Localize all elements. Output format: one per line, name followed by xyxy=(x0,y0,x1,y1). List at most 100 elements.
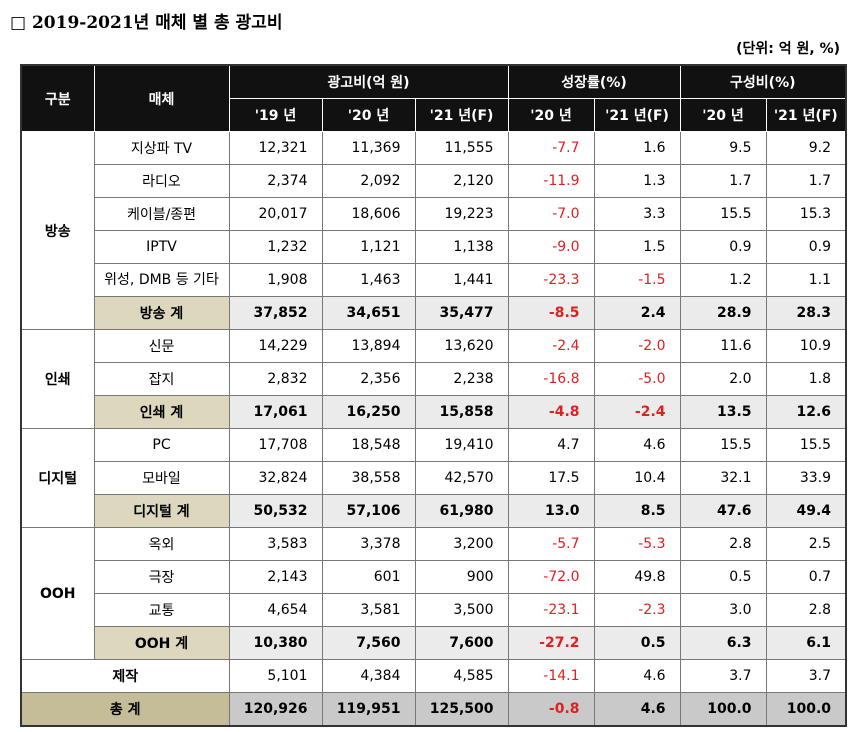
value-cell: 1.7 xyxy=(765,164,847,198)
value-cell: 14,229 xyxy=(228,329,323,363)
media-cell: 잡지 xyxy=(93,362,230,396)
data-row: 케이블/종편 20,017 18,606 19,223 -7.0 3.3 15.5 15.3 xyxy=(21,197,847,231)
value-cell: 1.1 xyxy=(765,263,847,297)
value-cell: -16.8 xyxy=(507,362,595,396)
value-cell: 12.6 xyxy=(765,395,847,429)
header-row: '19 년 '20 년 '21 년(F) '20 년 '21 년(F) '20 년 '21 … xyxy=(21,98,847,132)
unit-note: (단위: 억 원, %) xyxy=(736,41,840,57)
value-cell: -2.4 xyxy=(593,395,681,429)
value-cell: 5,101 xyxy=(228,659,323,693)
header-row: 구분 매체 광고비(억 원) 성장률(%) 구성비(%) xyxy=(20,64,847,132)
media-cell: 옥외 xyxy=(93,527,230,561)
header-cell: 매체 xyxy=(93,64,230,132)
subtotal-label: 방송 계 xyxy=(93,296,230,330)
value-cell: 18,606 xyxy=(321,197,416,231)
subtotal-label: OOH 계 xyxy=(93,626,230,660)
value-cell: -2.0 xyxy=(593,329,681,363)
value-cell: 32,824 xyxy=(228,461,323,495)
header-cell: 광고비(억 원) xyxy=(228,64,509,99)
value-cell: 34,651 xyxy=(321,296,416,330)
value-cell: -8.5 xyxy=(507,296,595,330)
value-cell: 4,654 xyxy=(228,593,323,627)
value-cell: 32.1 xyxy=(679,461,767,495)
value-cell: 15.5 xyxy=(679,197,767,231)
header-cell: '20 년 xyxy=(507,98,595,132)
value-cell: 2.0 xyxy=(679,362,767,396)
header-cell: 구분 xyxy=(20,64,95,132)
value-cell: 15.3 xyxy=(765,197,847,231)
value-cell: 3,200 xyxy=(414,527,509,561)
media-cell: 제작 xyxy=(20,659,230,693)
value-cell: 0.9 xyxy=(765,230,847,264)
value-cell: 3.3 xyxy=(593,197,681,231)
group-cell: OOH xyxy=(20,527,95,660)
value-cell: -2.4 xyxy=(507,329,595,363)
value-cell: -23.1 xyxy=(507,593,595,627)
value-cell: 10.4 xyxy=(593,461,681,495)
value-cell: 2,092 xyxy=(321,164,416,198)
subtotal-row: OOH 계 10,380 7,560 7,600 -27.2 0.5 6.3 6.1 xyxy=(21,626,847,660)
data-row: 교통 4,654 3,581 3,500 -23.1 -2.3 3.0 2.8 xyxy=(21,593,847,627)
value-cell: 4.6 xyxy=(593,692,681,727)
title: □ 2019-2021년 매체 별 총 광고비 xyxy=(10,13,283,33)
media-cell: 교통 xyxy=(93,593,230,627)
value-cell: 50,532 xyxy=(228,494,323,528)
value-cell: 9.5 xyxy=(679,131,767,165)
subtotal-row: 인쇄 계 17,061 16,250 15,858 -4.8 -2.4 13.5 12.6 xyxy=(21,395,847,429)
value-cell: 100.0 xyxy=(679,692,767,727)
value-cell: 11,555 xyxy=(414,131,509,165)
subtotal-row: 디지털 계 50,532 57,106 61,980 13.0 8.5 47.6 49.4 xyxy=(21,494,847,528)
value-cell: 2.5 xyxy=(765,527,847,561)
value-cell: 9.2 xyxy=(765,131,847,165)
value-cell: 1.6 xyxy=(593,131,681,165)
value-cell: 1,908 xyxy=(228,263,323,297)
value-cell: 17.5 xyxy=(507,461,595,495)
header-cell: 구성비(%) xyxy=(679,64,847,99)
value-cell: 100.0 xyxy=(765,692,847,727)
value-cell: 42,570 xyxy=(414,461,509,495)
value-cell: 28.9 xyxy=(679,296,767,330)
subtotal-label: 인쇄 계 xyxy=(93,395,230,429)
value-cell: 49.4 xyxy=(765,494,847,528)
value-cell: 3.7 xyxy=(765,659,847,693)
data-row: 디지털 PC 17,708 18,548 19,410 4.7 4.6 15.5 15.5 xyxy=(20,428,847,528)
data-row: 극장 2,143 601 900 -72.0 49.8 0.5 0.7 xyxy=(21,560,847,594)
value-cell: 2,832 xyxy=(228,362,323,396)
value-cell: 15.5 xyxy=(679,428,767,462)
value-cell: 33.9 xyxy=(765,461,847,495)
value-cell: 17,061 xyxy=(228,395,323,429)
value-cell: -11.9 xyxy=(507,164,595,198)
value-cell: 2,120 xyxy=(414,164,509,198)
value-cell: 2,143 xyxy=(228,560,323,594)
value-cell: 4.6 xyxy=(593,659,681,693)
data-row: 잡지 2,832 2,356 2,238 -16.8 -5.0 2.0 1.8 xyxy=(21,362,847,396)
value-cell: 47.6 xyxy=(679,494,767,528)
header-cell: '19 년 xyxy=(228,98,323,132)
value-cell: 13.0 xyxy=(507,494,595,528)
value-cell: 119,951 xyxy=(321,692,416,727)
value-cell: -1.5 xyxy=(593,263,681,297)
value-cell: 6.1 xyxy=(765,626,847,660)
total-row: 총 계 120,926 119,951 125,500 -0.8 4.6 100.0 100.… xyxy=(20,692,847,727)
value-cell: 13.5 xyxy=(679,395,767,429)
value-cell: 0.5 xyxy=(593,626,681,660)
value-cell: 12,321 xyxy=(228,131,323,165)
header-cell: '21 년(F) xyxy=(414,98,509,132)
value-cell: -4.8 xyxy=(507,395,595,429)
value-cell: -9.0 xyxy=(507,230,595,264)
value-cell: 0.5 xyxy=(679,560,767,594)
value-cell: 17,708 xyxy=(228,428,323,462)
data-row: 제작 5,101 4,384 4,585 -14.1 4.6 3.7 3.7 xyxy=(20,659,847,693)
value-cell: 1.2 xyxy=(679,263,767,297)
value-cell: 57,106 xyxy=(321,494,416,528)
value-cell: 4,384 xyxy=(321,659,416,693)
header-cell: '21 년(F) xyxy=(593,98,681,132)
value-cell: 900 xyxy=(414,560,509,594)
media-cell: 라디오 xyxy=(93,164,230,198)
value-cell: 3.0 xyxy=(679,593,767,627)
value-cell: -27.2 xyxy=(507,626,595,660)
value-cell: 0.7 xyxy=(765,560,847,594)
value-cell: 8.5 xyxy=(593,494,681,528)
value-cell: 120,926 xyxy=(228,692,323,727)
header-cell: '20 년 xyxy=(679,98,767,132)
